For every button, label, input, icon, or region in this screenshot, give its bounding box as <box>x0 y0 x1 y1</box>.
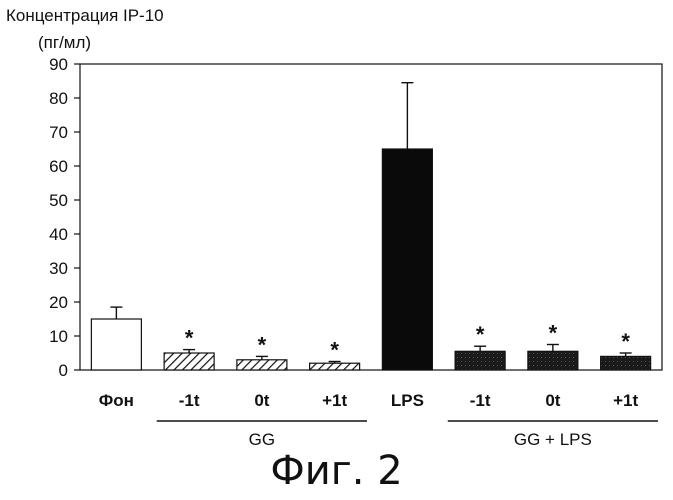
x-tick-label: -1t <box>179 391 200 410</box>
y-tick-label: 50 <box>49 191 68 210</box>
significance-marker: * <box>621 329 630 354</box>
x-tick-label: -1t <box>470 391 491 410</box>
bar <box>237 360 287 370</box>
y-tick-label: 60 <box>49 157 68 176</box>
y-tick-label: 90 <box>49 55 68 74</box>
y-tick-label: 10 <box>49 327 68 346</box>
x-tick-label: LPS <box>391 391 424 410</box>
significance-marker: * <box>476 322 485 347</box>
group-label: GG <box>249 430 275 449</box>
plot-frame <box>80 64 662 370</box>
y-tick-label: 80 <box>49 89 68 108</box>
bar <box>164 353 214 370</box>
y-tick-label: 40 <box>49 225 68 244</box>
significance-marker: * <box>185 326 194 351</box>
x-tick-label: 0t <box>545 391 560 410</box>
significance-marker: * <box>258 332 267 357</box>
x-tick-label: +1t <box>322 391 347 410</box>
figure-caption: Фиг. 2 <box>0 448 673 494</box>
significance-marker: * <box>330 338 339 363</box>
bar <box>382 149 432 370</box>
x-tick-label: 0t <box>254 391 269 410</box>
group-label: GG + LPS <box>514 430 592 449</box>
x-tick-label: +1t <box>613 391 638 410</box>
bar <box>91 319 141 370</box>
x-tick-label: Фон <box>99 391 134 410</box>
bar <box>310 363 360 370</box>
significance-marker: * <box>549 321 558 346</box>
y-tick-label: 0 <box>59 361 68 380</box>
bar <box>601 356 651 370</box>
y-tick-label: 70 <box>49 123 68 142</box>
y-tick-label: 30 <box>49 259 68 278</box>
y-tick-label: 20 <box>49 293 68 312</box>
bar <box>455 351 505 370</box>
bar <box>528 351 578 370</box>
plot-area: 0 10 20 30 40 50 60 70 80 90 Фон * -1t * 0t * +1t LPS * -1t… <box>49 55 662 449</box>
